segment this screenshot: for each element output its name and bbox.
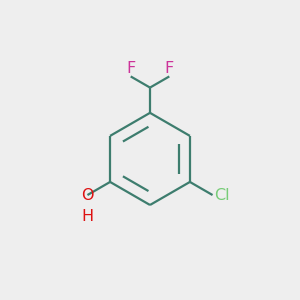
Text: F: F: [165, 61, 174, 76]
Text: H: H: [81, 209, 94, 224]
Text: F: F: [126, 61, 135, 76]
Text: O: O: [81, 188, 94, 202]
Text: Cl: Cl: [214, 188, 230, 202]
